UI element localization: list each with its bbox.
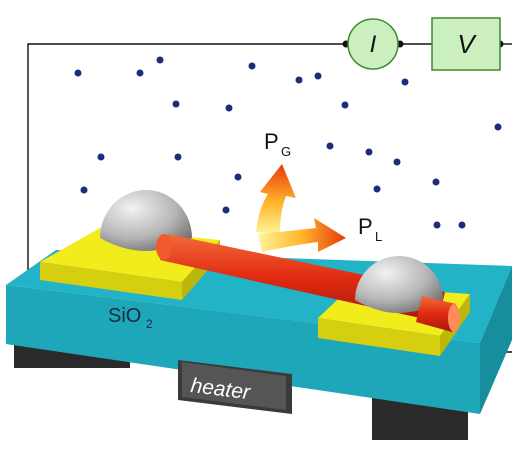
substrate-front xyxy=(6,285,480,414)
particle xyxy=(401,78,409,86)
gas-heat-arrow xyxy=(256,164,296,234)
heat-flow-arrows xyxy=(256,164,346,252)
particle xyxy=(248,62,256,70)
particle xyxy=(432,178,440,186)
particle xyxy=(494,123,502,131)
heater: heater xyxy=(178,360,292,414)
nanowire-end-right xyxy=(448,304,460,332)
particle xyxy=(393,158,401,166)
voltage-label: V xyxy=(457,29,477,59)
heater-face xyxy=(182,362,286,410)
particle xyxy=(172,100,180,108)
particle xyxy=(295,76,303,84)
current-label: I xyxy=(370,31,377,58)
particle xyxy=(74,69,82,77)
ammeter: I xyxy=(347,18,399,70)
nanowire-tip-body xyxy=(416,296,456,332)
particle xyxy=(156,56,164,64)
pg-subscript: G xyxy=(281,144,291,159)
pg-text: P xyxy=(264,129,279,154)
right-contact-dome xyxy=(355,256,443,313)
pg-label: P G xyxy=(264,129,291,159)
dome-right xyxy=(355,256,443,313)
particle xyxy=(174,153,182,161)
pl-label: P L xyxy=(358,214,382,244)
ammeter-circle xyxy=(347,18,399,70)
nanowire-tip xyxy=(416,296,460,332)
substrate-side xyxy=(480,266,512,414)
sio2-label: SiO 2 xyxy=(108,305,153,331)
particle xyxy=(326,142,334,150)
pl-text: P xyxy=(358,214,373,239)
particle xyxy=(373,185,381,193)
nanowire-end-left xyxy=(156,234,172,260)
voltage-box xyxy=(431,17,501,71)
pl-subscript: L xyxy=(375,229,382,244)
voltage-source: V xyxy=(431,17,501,71)
sio2-text: SiO xyxy=(108,305,141,327)
particle xyxy=(222,206,230,214)
particle xyxy=(225,104,233,112)
particle xyxy=(80,186,88,194)
left-electrode-front xyxy=(40,262,182,300)
particle xyxy=(365,148,373,156)
gas-particles xyxy=(74,56,502,229)
sio2-subscript: 2 xyxy=(146,317,153,331)
particle xyxy=(136,69,144,77)
particle xyxy=(341,101,349,109)
particle xyxy=(97,153,105,161)
right-electrode-front xyxy=(318,318,440,356)
particle xyxy=(234,173,242,181)
lattice-heat-arrow xyxy=(258,218,346,252)
left-wire xyxy=(27,43,346,276)
particle xyxy=(458,221,466,229)
particle xyxy=(314,72,322,80)
particle xyxy=(433,221,441,229)
